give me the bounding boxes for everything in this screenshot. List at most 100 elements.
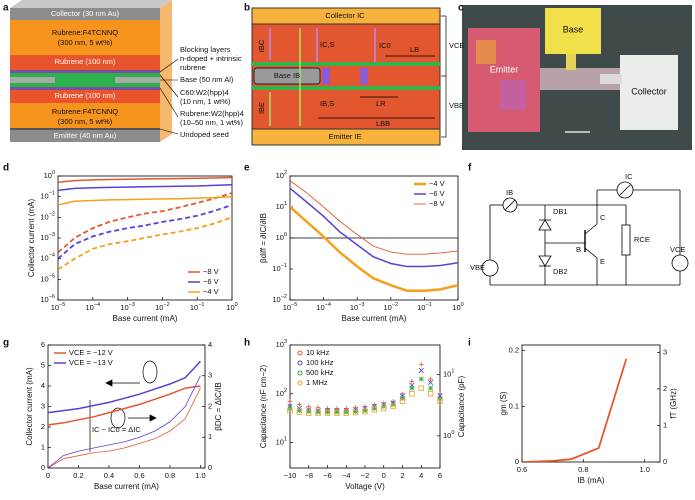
collector-lead bbox=[600, 74, 622, 84]
marker bbox=[428, 379, 434, 386]
tick-label: 2 bbox=[663, 384, 667, 393]
tick-label: 100 bbox=[226, 302, 237, 312]
tick-label: 1 bbox=[663, 420, 667, 429]
layer-note: rubrene bbox=[180, 63, 206, 72]
legend-label: 100 kHz bbox=[306, 358, 334, 367]
tick-label: 100 bbox=[276, 232, 287, 242]
circuit-label: B bbox=[576, 245, 581, 254]
marker bbox=[353, 409, 359, 415]
circuit-label: IB bbox=[506, 188, 513, 197]
layer-note: Blocking layers bbox=[180, 45, 231, 54]
tick-label: 3 bbox=[663, 347, 667, 356]
series-line bbox=[48, 387, 201, 468]
marker bbox=[428, 385, 434, 391]
tick-label: 3 bbox=[41, 401, 45, 410]
marker bbox=[428, 376, 433, 382]
tick-label: 4 bbox=[419, 471, 423, 480]
layer-label: Rubrene:F4TCNNQ bbox=[52, 107, 118, 116]
tick-label: 10−6 bbox=[40, 294, 55, 304]
tick-label: 101 bbox=[443, 369, 454, 379]
tick-label: 10−5 bbox=[40, 274, 55, 284]
legend-label: −8 V bbox=[203, 267, 219, 276]
marker bbox=[297, 402, 302, 407]
tick-label: 0 bbox=[41, 463, 45, 472]
tick-label: 1 bbox=[41, 442, 45, 451]
marker bbox=[362, 408, 368, 414]
marker bbox=[287, 407, 293, 414]
section-label: IC0 bbox=[379, 41, 391, 50]
marker bbox=[409, 391, 415, 397]
tick-label: 1 bbox=[208, 432, 212, 441]
layer-note: Undoped seed bbox=[180, 130, 229, 139]
tick-label: 4 bbox=[41, 381, 45, 390]
circuit-label: RCE bbox=[634, 235, 650, 244]
section-label: LBB bbox=[376, 119, 390, 128]
tick-label: 10−2 bbox=[155, 302, 170, 312]
tick-label: 0 bbox=[515, 457, 519, 466]
tick-label: 10−1 bbox=[272, 263, 287, 273]
panel-letter: g bbox=[3, 338, 9, 349]
marker bbox=[381, 405, 387, 412]
collector-layer bbox=[10, 8, 160, 20]
marker bbox=[418, 367, 424, 374]
series-line bbox=[58, 195, 232, 206]
tick-label: 100 bbox=[443, 430, 454, 440]
legend-label: −6 V bbox=[203, 277, 219, 286]
layer-note: Rubrene:W2(hpp)4 bbox=[180, 109, 244, 118]
marker bbox=[306, 409, 312, 415]
tick-label: 10−1 bbox=[40, 191, 55, 201]
circuit-label: DB2 bbox=[553, 267, 568, 276]
marker bbox=[400, 391, 405, 397]
tick-label: 0 bbox=[382, 471, 386, 480]
circuit-label: VBE bbox=[470, 263, 485, 272]
marker bbox=[409, 385, 415, 391]
y-axis-label: Collector current (mA) bbox=[25, 367, 34, 446]
section-label: Collector IC bbox=[325, 11, 365, 20]
base-layer bbox=[115, 77, 160, 83]
tick-label: 6 bbox=[438, 471, 442, 480]
panel-letter: d bbox=[3, 163, 9, 174]
marker bbox=[418, 385, 424, 391]
cross-section bbox=[251, 7, 447, 146]
marker bbox=[371, 405, 377, 412]
series-line bbox=[58, 176, 232, 183]
section-label: VCE bbox=[449, 41, 464, 50]
marker bbox=[427, 391, 434, 397]
seed-layer bbox=[10, 128, 160, 130]
tick-label: 10−1 bbox=[417, 302, 432, 312]
legend-label: VCE = −13 V bbox=[69, 358, 113, 367]
micrograph bbox=[462, 5, 692, 150]
marker bbox=[296, 409, 303, 415]
panel-letter: h bbox=[244, 338, 250, 349]
layer-label: Rubrene:F4TCNNQ bbox=[52, 28, 118, 37]
tick-label: 10−1 bbox=[190, 302, 205, 312]
base-layer bbox=[10, 77, 55, 83]
tick-label: 1.0 bbox=[195, 471, 205, 480]
tick-label: 0 bbox=[208, 463, 212, 472]
section-label: Base IB bbox=[274, 71, 300, 80]
tick-label: 100 bbox=[452, 302, 463, 312]
tick-label: 10−5 bbox=[51, 302, 66, 312]
tick-label: 0.2 bbox=[509, 346, 519, 355]
tick-label: 10−5 bbox=[283, 302, 298, 312]
plot-frame bbox=[521, 344, 661, 463]
base-pad bbox=[545, 8, 601, 54]
section-label: LB bbox=[410, 45, 419, 54]
p-layer bbox=[10, 103, 160, 128]
marker bbox=[343, 410, 349, 416]
circuit-label: DB1 bbox=[553, 207, 568, 216]
circuit-label: VCE bbox=[670, 245, 685, 254]
y-axis-label: Collector current (mA) bbox=[27, 199, 36, 278]
layer-note: Base (50 nm Al) bbox=[180, 75, 234, 84]
section-label: VBE bbox=[449, 101, 464, 110]
stack-top bbox=[10, 0, 172, 8]
leader-lines bbox=[159, 58, 179, 135]
marker bbox=[409, 379, 415, 384]
y-axis-label: βdiff = ∂IC/∂IB bbox=[259, 213, 268, 263]
tick-label: 0 bbox=[663, 457, 667, 466]
marker bbox=[390, 403, 396, 410]
tick-label: 0.8 bbox=[578, 465, 588, 474]
marker bbox=[437, 391, 443, 397]
tick-label: 10−2 bbox=[272, 294, 287, 304]
